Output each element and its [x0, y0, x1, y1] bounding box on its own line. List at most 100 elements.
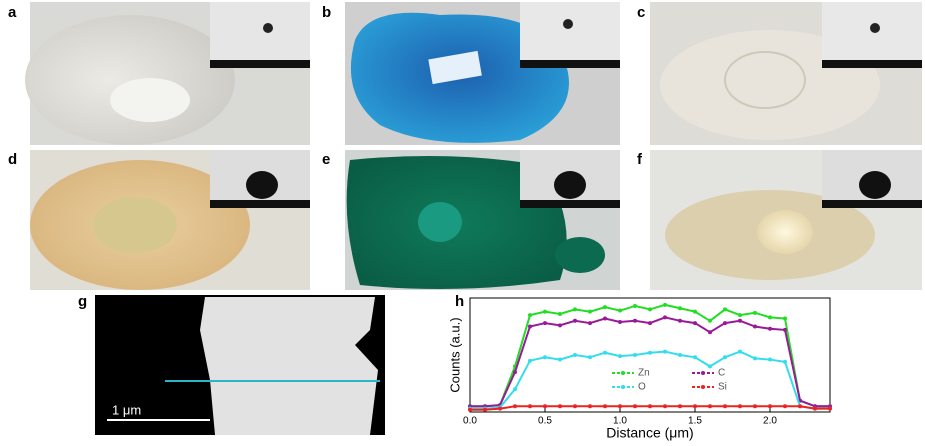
data-point	[543, 404, 547, 408]
data-point	[558, 404, 562, 408]
data-point	[753, 311, 757, 315]
data-point	[573, 319, 577, 323]
data-point	[753, 325, 757, 329]
data-point	[528, 313, 532, 317]
figure: 1 μm a b c d e f g h Distance (μm) Count…	[0, 0, 925, 441]
data-point	[648, 404, 652, 408]
data-point	[768, 404, 772, 408]
data-point	[678, 306, 682, 310]
data-point	[768, 315, 772, 319]
data-point	[543, 355, 547, 359]
data-point	[648, 321, 652, 325]
data-point	[663, 315, 667, 319]
data-point	[633, 353, 637, 357]
data-point	[618, 404, 622, 408]
x-axis-label: Distance (μm)	[606, 425, 693, 441]
data-point	[708, 364, 712, 368]
data-point	[528, 325, 532, 329]
data-point	[573, 404, 577, 408]
data-point	[558, 358, 562, 362]
data-point	[783, 360, 787, 364]
data-point	[498, 407, 502, 411]
data-point	[738, 404, 742, 408]
data-point	[723, 321, 727, 325]
data-point	[603, 305, 607, 309]
data-point	[618, 354, 622, 358]
data-point	[558, 323, 562, 327]
panel-label: a	[8, 4, 17, 21]
data-point	[513, 387, 517, 391]
data-point	[603, 404, 607, 408]
series-line	[470, 305, 830, 406]
panel-label: e	[322, 151, 330, 168]
data-point	[603, 351, 607, 355]
x-tick-label: 0.5	[538, 416, 552, 427]
data-point	[633, 304, 637, 308]
legend-marker	[621, 385, 625, 389]
legend-label: C	[718, 368, 725, 379]
data-point	[618, 309, 622, 313]
data-point	[663, 404, 667, 408]
data-point	[708, 404, 712, 408]
photo-b	[345, 2, 620, 145]
data-point	[588, 321, 592, 325]
legend-label: Zn	[638, 368, 650, 379]
data-point	[798, 404, 802, 408]
data-point	[603, 317, 607, 321]
data-point	[468, 408, 472, 412]
data-point	[738, 319, 742, 323]
photo-f	[650, 150, 922, 290]
data-point	[783, 317, 787, 321]
data-point	[663, 350, 667, 354]
data-point	[693, 355, 697, 359]
data-point	[558, 312, 562, 316]
data-point	[768, 327, 772, 331]
panel-label: g	[78, 293, 87, 310]
panel-label: c	[637, 4, 645, 21]
data-point	[678, 319, 682, 323]
data-point	[648, 351, 652, 355]
panel-label: d	[8, 151, 17, 168]
sem-image: 1 μm	[95, 295, 385, 435]
scale-bar-label: 1 μm	[112, 402, 141, 417]
data-point	[708, 330, 712, 334]
panel-label: b	[322, 4, 331, 21]
data-point	[633, 319, 637, 323]
data-point	[813, 407, 817, 411]
photo-a	[25, 2, 310, 145]
data-point	[738, 313, 742, 317]
legend-marker	[701, 385, 705, 389]
data-point	[483, 408, 487, 412]
data-point	[513, 370, 517, 374]
data-point	[513, 404, 517, 408]
data-point	[543, 321, 547, 325]
data-point	[693, 310, 697, 314]
series-line	[470, 317, 830, 406]
data-point	[723, 307, 727, 311]
legend-marker	[621, 371, 625, 375]
data-point	[678, 353, 682, 357]
data-point	[753, 356, 757, 360]
data-point	[573, 353, 577, 357]
data-point	[663, 303, 667, 307]
data-point	[738, 350, 742, 354]
data-point	[753, 404, 757, 408]
data-point	[528, 404, 532, 408]
photo-d	[30, 150, 310, 290]
legend-marker	[701, 371, 705, 375]
data-point	[768, 358, 772, 362]
data-point	[693, 404, 697, 408]
panel-label: h	[455, 293, 464, 310]
series-line	[470, 352, 830, 409]
data-point	[828, 407, 832, 411]
y-axis-label: Counts (a.u.)	[447, 317, 462, 392]
data-point	[693, 321, 697, 325]
data-point	[588, 355, 592, 359]
plot-frame	[470, 298, 830, 412]
data-point	[708, 319, 712, 323]
data-point	[648, 307, 652, 311]
photo-e	[345, 150, 620, 290]
data-point	[618, 320, 622, 324]
data-point	[528, 359, 532, 363]
x-tick-label: 0.0	[463, 416, 477, 427]
